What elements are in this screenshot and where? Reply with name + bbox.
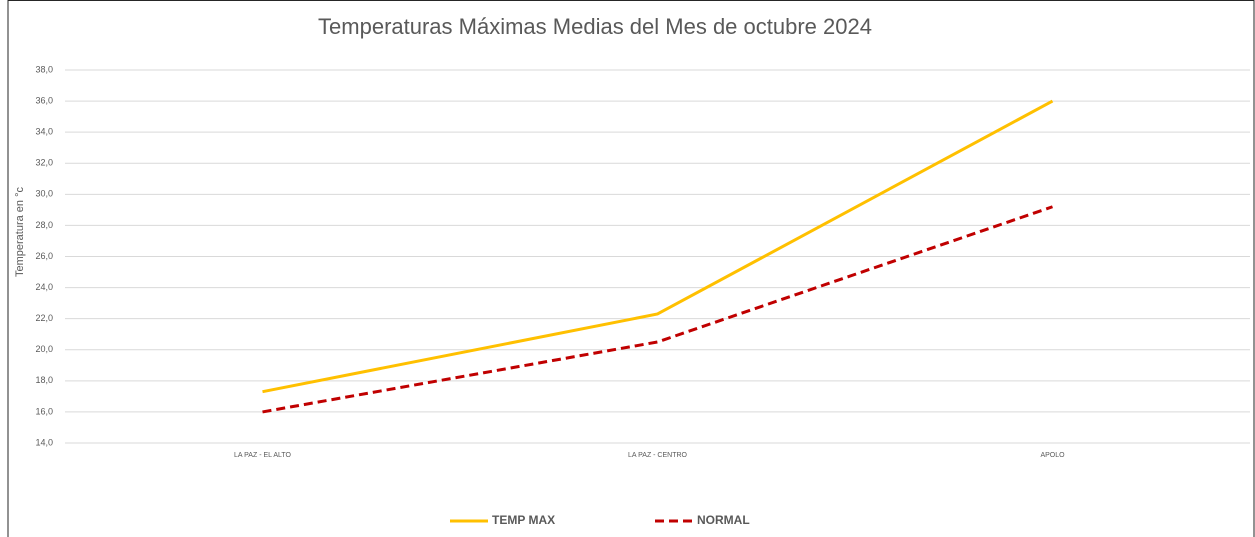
x-tick-label: LA PAZ - CENTRO: [628, 452, 688, 459]
x-tick-label: APOLO: [1040, 452, 1065, 459]
y-tick-label: 36,0: [35, 95, 53, 105]
y-tick-label: 26,0: [35, 251, 53, 261]
chart-frame: [7, 0, 1255, 537]
y-tick-label: 18,0: [35, 375, 53, 385]
legend-label: TEMP MAX: [492, 513, 555, 527]
y-tick-label: 14,0: [35, 437, 53, 447]
legend-label: NORMAL: [697, 513, 750, 527]
y-tick-label: 16,0: [35, 406, 53, 416]
series-line: [262, 205, 1053, 414]
y-tick-label: 34,0: [35, 127, 53, 137]
y-tick-label: 32,0: [35, 158, 53, 168]
y-tick-label: 28,0: [35, 220, 53, 230]
y-tick-label: 22,0: [35, 313, 53, 323]
series-line: [262, 99, 1054, 394]
y-tick-label: 30,0: [35, 189, 53, 199]
y-tick-label: 38,0: [35, 64, 53, 74]
y-tick-label: 24,0: [35, 282, 53, 292]
x-tick-label: LA PAZ - EL ALTO: [234, 452, 291, 459]
chart-title: Temperaturas Máximas Medias del Mes de o…: [318, 14, 872, 39]
y-tick-label: 20,0: [35, 344, 53, 354]
y-axis-label: Temperatura en °c: [14, 187, 26, 277]
